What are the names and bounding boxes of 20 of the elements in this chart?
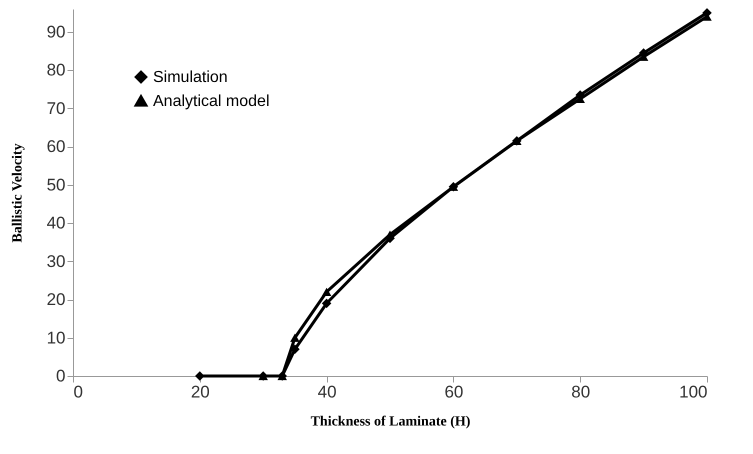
- y-axis-title: Ballistic Velocity: [10, 143, 26, 243]
- x-axis-title: Thickness of Laminate (H): [310, 414, 471, 430]
- y-tick-label: 50: [46, 175, 66, 194]
- y-tick-label: 80: [46, 60, 66, 80]
- x-tick-label: 20: [190, 382, 210, 402]
- legend-label: Analytical model: [153, 93, 270, 110]
- y-tick-label: 60: [46, 137, 66, 156]
- x-tick-label: 60: [444, 382, 464, 402]
- legend-label: Simulation: [153, 69, 228, 86]
- x-tick-label: 80: [571, 382, 590, 402]
- x-tick-label: 0: [74, 382, 83, 402]
- x-tick-label: 40: [318, 382, 337, 402]
- y-tick-label: 30: [46, 252, 66, 271]
- y-tick-label: 40: [46, 214, 66, 233]
- y-tick-label: 20: [46, 290, 66, 310]
- y-tick-label: 90: [46, 22, 66, 42]
- y-tick-label: 0: [56, 366, 66, 386]
- y-tick-label: 10: [46, 328, 66, 348]
- x-tick-label: 100: [679, 382, 708, 402]
- y-tick-label: 70: [46, 98, 66, 118]
